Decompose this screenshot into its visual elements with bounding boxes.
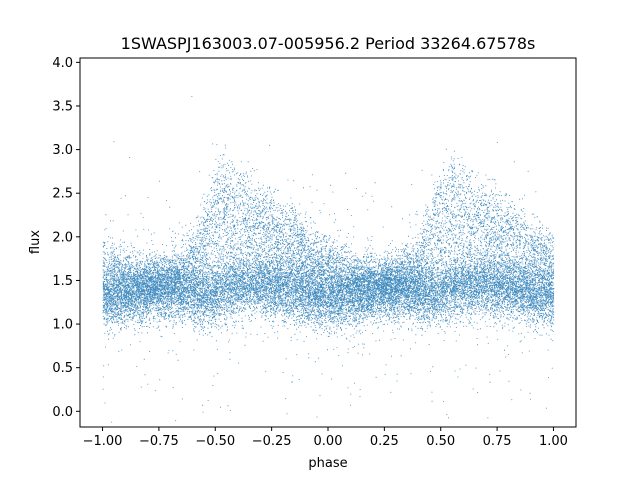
- y-axis-label: flux: [28, 230, 43, 254]
- y-tick-label: 1.0: [52, 318, 73, 333]
- x-tick-label: 1.00: [539, 434, 568, 449]
- y-tick-label: 0.5: [52, 361, 73, 376]
- x-axis-ticks: −1.00 −0.75 −0.50 −0.25 0.00 0.25 0.50 0.75 1.00: [83, 427, 568, 449]
- y-tick-label: 3.0: [52, 143, 73, 158]
- y-tick-label: 1.5: [52, 274, 73, 289]
- x-tick-label: −0.75: [139, 434, 179, 449]
- x-tick-label: 0.50: [426, 434, 455, 449]
- y-axis-ticks: 0.0 0.5 1.0 1.5 2.0 2.5 3.0 3.5 4.0: [52, 56, 80, 420]
- x-axis-label: phase: [308, 456, 347, 471]
- y-tick-label: 0.0: [52, 405, 73, 420]
- y-tick-label: 3.5: [52, 99, 73, 114]
- chart-title: 1SWASPJ163003.07-005956.2 Period 33264.6…: [121, 34, 536, 53]
- x-tick-label: −0.50: [195, 434, 235, 449]
- x-tick-label: 0.75: [483, 434, 512, 449]
- y-tick-label: 4.0: [52, 56, 73, 71]
- y-tick-label: 2.0: [52, 230, 73, 245]
- x-tick-label: −0.25: [252, 434, 292, 449]
- x-tick-label: 0.00: [314, 434, 343, 449]
- x-tick-label: −1.00: [83, 434, 123, 449]
- scatter-points: [102, 96, 555, 423]
- data-points: [102, 96, 555, 423]
- x-tick-label: 0.25: [370, 434, 399, 449]
- y-tick-label: 2.5: [52, 187, 73, 202]
